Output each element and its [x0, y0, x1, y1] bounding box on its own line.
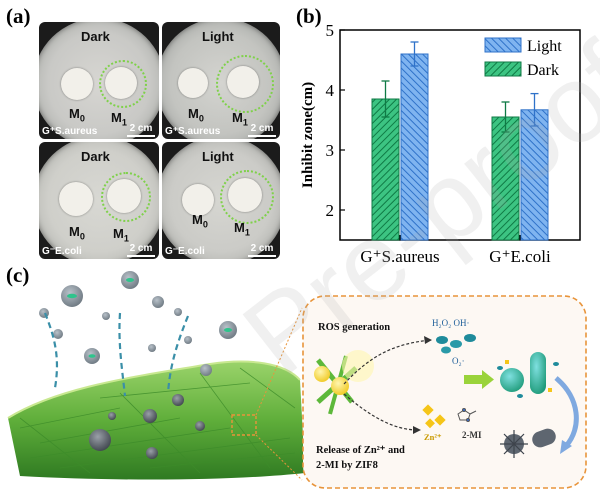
- falling-droplets: [39, 271, 237, 376]
- x-tick-label: G⁺S.aureus: [360, 247, 439, 266]
- sample-disk-m1: [228, 178, 262, 212]
- zn-label: Zn²⁺: [424, 432, 442, 442]
- sample-disk-m1: [227, 66, 259, 98]
- curved-arrow: [554, 376, 579, 448]
- sample-disk-m1: [105, 67, 137, 99]
- nanofiber-mat: [7, 360, 305, 480]
- petri-dish-light-saureus: Light M0 M1 G⁺S.aureus 2 cm: [162, 22, 280, 139]
- y-axis-label: Inhibit zone(cm): [300, 82, 316, 188]
- scale-bar: 2 cm: [127, 123, 155, 137]
- legend-swatch-light: [484, 37, 522, 53]
- label-m0: M0: [192, 212, 208, 230]
- panel-c-label: (c): [6, 263, 30, 287]
- inhibition-zone-chart: 2 3 4 5 Inhibit zone(cm) G⁺S.aureus G⁺E.coli Li…: [300, 21, 581, 266]
- 2mi-molecule: [457, 408, 477, 422]
- plot-area: 2 3 4 5 Inhibit zone(cm) G⁺S.aureus G⁺E.coli Li…: [300, 21, 581, 266]
- panel-a-label: (a): [6, 4, 31, 28]
- scale-bar: 2 cm: [127, 243, 155, 257]
- 2mi-label: 2-MI: [462, 430, 482, 440]
- label-m0: M0: [188, 106, 204, 124]
- panel-b-label: (b): [296, 4, 322, 28]
- inhibition-zone-ring: [220, 170, 274, 224]
- y-tick-label: 2: [326, 201, 335, 220]
- bacteria-label: G⁺S.aureus: [165, 126, 221, 137]
- y-tick-label: 4: [326, 81, 335, 100]
- sample-disk-m0: [178, 68, 208, 98]
- legend-label-dark: Dark: [527, 62, 559, 79]
- sample-disk-m1: [107, 179, 141, 213]
- dish-title: Light: [202, 29, 234, 44]
- inhibition-zone-ring: [101, 172, 151, 222]
- label-m1: M1: [232, 110, 248, 128]
- transition-arrow: [464, 370, 494, 389]
- petri-dish-light-ecoli: Light M0 M1 G⁻E.coli 2 cm: [162, 142, 280, 259]
- bacteria-label: G⁻E.coli: [165, 246, 205, 257]
- label-m0: M0: [69, 224, 85, 242]
- sample-disk-m0: [182, 184, 214, 216]
- label-m1: M1: [234, 220, 250, 238]
- ros-species-bottom: O₂·: [452, 356, 465, 366]
- label-m1: M1: [113, 226, 129, 244]
- dead-bacteria: [500, 428, 556, 458]
- release-label-line2: 2-MI by ZIF8: [316, 460, 378, 471]
- zif8-fiber-cluster: [314, 350, 374, 415]
- bar-dark: [491, 116, 520, 241]
- drop-trajectory-arrows: [43, 312, 190, 397]
- label-m0: M0: [69, 106, 85, 124]
- x-tick-label: G⁺E.coli: [489, 247, 551, 266]
- ros-label: ROS generation: [318, 322, 390, 333]
- release-arrow: [343, 393, 419, 431]
- inhibition-zone-ring: [99, 60, 147, 108]
- legend-label-light: Light: [527, 38, 562, 55]
- petri-dish-dark-saureus: Dark M0 M1 G⁺S.aureus 2 cm: [39, 22, 159, 139]
- sample-disk-m0: [59, 182, 93, 216]
- y-tick-label: 3: [326, 141, 335, 160]
- release-label-line1: Release of Zn²⁺ and: [316, 445, 405, 456]
- legend-swatch-dark: [484, 61, 522, 77]
- bacteria-label: G⁺S.aureus: [42, 126, 98, 137]
- plot-frame: [339, 29, 581, 241]
- bar-dark: [371, 98, 400, 241]
- inhibition-zone-ring: [216, 55, 274, 113]
- scale-bar: 2 cm: [248, 123, 276, 137]
- dish-title: Dark: [81, 149, 110, 164]
- bar-light: [400, 53, 429, 241]
- bacteria-before-treatment: [497, 352, 559, 398]
- bar-light: [520, 109, 549, 241]
- zn-ions: [422, 404, 446, 429]
- dish-title: Light: [202, 149, 234, 164]
- scale-bar: 2 cm: [248, 243, 276, 257]
- sample-disk-m0: [61, 68, 93, 100]
- y-tick-label: 5: [326, 21, 335, 40]
- petri-dish-dark-ecoli: Dark M0 M1 G⁻E.coli 2 cm: [39, 142, 159, 259]
- zoom-guides: [255, 307, 303, 481]
- bacteria-label: G⁻E.coli: [42, 246, 82, 257]
- ros-arrow: [343, 339, 431, 385]
- label-m1: M1: [111, 110, 127, 128]
- mechanism-schematic: ROS generation H₂O₂ OH· O₂· Zn²⁺ 2-MI Re…: [7, 271, 587, 489]
- ros-particles: [436, 334, 476, 354]
- ros-species-top: H₂O₂ OH·: [432, 318, 470, 328]
- dish-title: Dark: [81, 29, 110, 44]
